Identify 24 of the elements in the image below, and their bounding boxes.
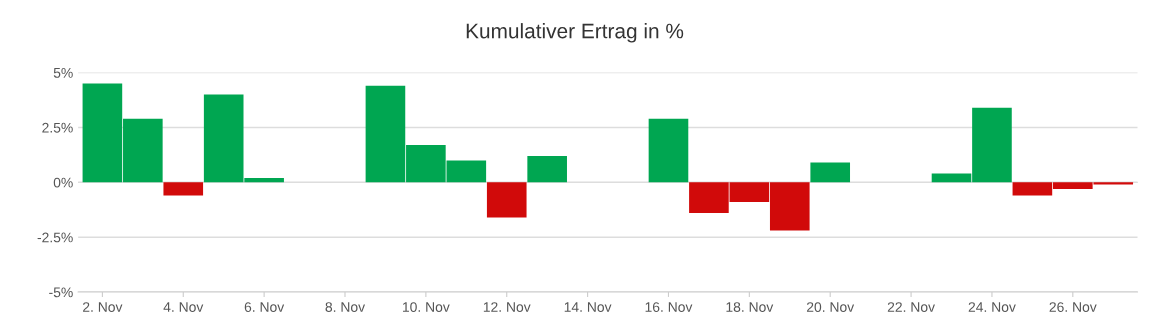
- x-tick-label: 26. Nov: [1049, 302, 1097, 312]
- x-tick-label: 2. Nov: [83, 302, 123, 312]
- bar: [163, 182, 204, 196]
- x-tick-label: 18. Nov: [726, 302, 774, 312]
- bar: [486, 182, 527, 218]
- x-tick-label: 14. Nov: [564, 302, 612, 312]
- x-tick-label: 12. Nov: [483, 302, 531, 312]
- x-tick-label: 4. Nov: [163, 302, 204, 312]
- x-tick-label: 10. Nov: [402, 302, 450, 312]
- x-tick-label: 6. Nov: [244, 302, 285, 312]
- bar: [527, 155, 567, 183]
- bar: [648, 118, 689, 183]
- x-tick-label: 24. Nov: [968, 302, 1016, 312]
- y-tick-label: 5%: [53, 67, 73, 78]
- chart-title: Kumulativer Ertrag in %: [466, 23, 684, 43]
- y-tick-label: -5%: [49, 287, 73, 298]
- bar: [810, 162, 851, 183]
- y-tick-label: 2.5%: [42, 122, 73, 133]
- x-tick-label: 8. Nov: [325, 302, 366, 312]
- x-tick-label: 20. Nov: [806, 302, 855, 312]
- y-tick-label: -2.5%: [37, 232, 73, 243]
- y-tick-label: 0%: [53, 177, 73, 188]
- x-tick-label: 16. Nov: [645, 302, 693, 312]
- x-tick-label: 22. Nov: [887, 302, 935, 312]
